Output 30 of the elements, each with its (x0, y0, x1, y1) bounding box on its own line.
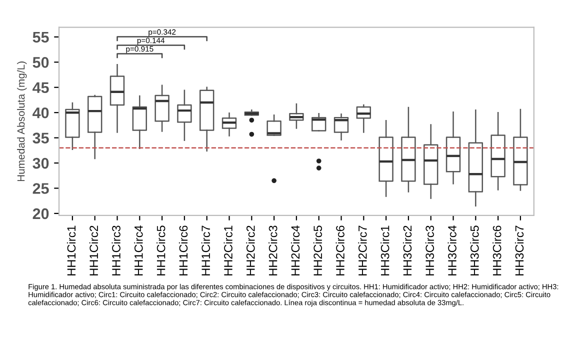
y-tick-label: 30 (32, 158, 49, 169)
x-tick-label: HH2Circ4 (290, 226, 300, 276)
x-tick-label: HH1Circ3 (112, 226, 120, 276)
y-tick-label: 40 (32, 107, 49, 118)
x-tick-label: HH3Circ1 (380, 226, 390, 276)
x-tick-label: HH2Circ1 (224, 226, 232, 276)
x-tick-label: HH3Circ2 (402, 226, 412, 276)
x-tick-label: HH1Circ6 (178, 226, 188, 276)
x-tick-label: HH1Circ7 (201, 226, 210, 276)
x-tick-label: HH2Circ5 (313, 226, 322, 276)
y-tick-label: 50 (32, 57, 49, 68)
y-tick-label: 20 (32, 208, 49, 220)
x-tick-label: HH1Circ2 (89, 226, 98, 276)
x-tick-label: HH1Circ1 (66, 226, 76, 276)
x-tick-label: HH3Circ3 (425, 226, 434, 276)
y-tick-label: 45 (32, 82, 49, 94)
x-tick-label: HH1Circ5 (156, 226, 166, 276)
x-tick-label: HH2Circ3 (268, 226, 278, 276)
x-tick-label: HH3Circ5 (470, 226, 479, 276)
y-tick-label: 55 (32, 32, 49, 43)
y-tick-label: 35 (32, 132, 49, 144)
y-axis-title: Humedad Absoluta (mg/L) (17, 62, 27, 182)
x-tick-label: HH2Circ2 (246, 226, 255, 276)
x-tick-label: HH3Circ4 (448, 226, 456, 276)
x-tick-label: HH3Circ7 (514, 226, 524, 276)
x-tick-label: HH2Circ7 (358, 226, 367, 276)
y-tick-label: 25 (32, 183, 49, 194)
x-tick-label: HH1Circ4 (134, 226, 143, 276)
x-tick-label: HH2Circ6 (336, 226, 344, 276)
x-tick-label: HH3Circ6 (492, 226, 502, 276)
